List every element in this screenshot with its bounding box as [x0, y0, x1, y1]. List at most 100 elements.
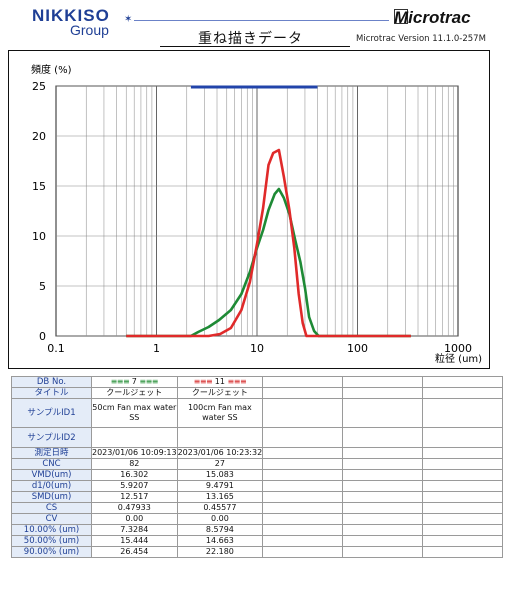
value-cell: 8.5794: [176, 524, 264, 536]
y-tick-label: 25: [32, 80, 46, 93]
empty-cell: [422, 469, 504, 481]
title-underline: [160, 46, 350, 47]
empty-cell: [342, 502, 424, 514]
value-cell: 50cm Fan max water SS: [91, 398, 178, 428]
empty-cell: [262, 376, 344, 388]
empty-cell: [262, 469, 344, 481]
value-cell: 12.517: [91, 491, 178, 503]
value-cell: 0.00: [176, 513, 264, 525]
value-cell: 16.302: [91, 469, 178, 481]
empty-cell: [262, 524, 344, 536]
value-cell: クールジェット: [91, 387, 178, 399]
y-tick-label: 5: [39, 280, 46, 293]
empty-cell: [422, 458, 504, 470]
row-label: タイトル: [11, 387, 92, 399]
table-row: 測定日時 2023/01/06 10:09:13 2023/01/06 10:23:…: [11, 447, 504, 459]
empty-cell: [262, 398, 344, 428]
empty-cell: [342, 458, 424, 470]
microtrac-m-icon: [394, 9, 408, 24]
table-row: サンプルID1 50cm Fan max water SS 100cm Fan ma…: [11, 398, 504, 428]
row-label: 90.00% (um): [11, 546, 92, 558]
x-axis-label: 粒径 (um): [435, 352, 482, 365]
value-cell: 14.663: [176, 535, 264, 547]
table-row: d1/0(um) 5.9207 9.4791: [11, 480, 504, 492]
row-label: d1/0(um): [11, 480, 92, 492]
empty-cell: [262, 458, 344, 470]
value-cell: 2023/01/06 10:09:13: [91, 447, 178, 459]
empty-cell: [422, 387, 504, 399]
table-row: SMD(um) 12.517 13.165: [11, 491, 504, 503]
empty-cell: [262, 513, 344, 525]
value-cell: 100cm Fan max water SS: [176, 398, 264, 428]
value-cell: 9.4791: [176, 480, 264, 492]
value-cell: 15.444: [91, 535, 178, 547]
y-tick-label: 20: [32, 130, 46, 143]
empty-cell: [422, 427, 504, 448]
particle-size-chart: 頻度 (%) 粒径 (um) 0 5 10 15 20 25 0.1 1 10 100 1000: [31, 63, 482, 365]
x-tick-label: 1: [153, 342, 160, 355]
table-row: CS 0.47933 0.45577: [11, 502, 504, 514]
value-cell: 82: [91, 458, 178, 470]
empty-cell: [422, 535, 504, 547]
value-cell: [176, 427, 264, 448]
empty-cell: [342, 535, 424, 547]
row-label: 50.00% (um): [11, 535, 92, 547]
report-header: NIKKISO Group ✶ Microtrac 重ね描きデータ Microt…: [0, 0, 507, 48]
value-cell: [91, 427, 178, 448]
empty-cell: [262, 502, 344, 514]
page-title: 重ね描きデータ: [198, 31, 303, 47]
y-tick-label: 0: [39, 330, 46, 343]
group-logo-text: Group: [70, 22, 109, 38]
db-number-cell: ≡≡≡ 11 ≡≡≡: [176, 376, 264, 388]
empty-cell: [262, 480, 344, 492]
table-row: 90.00% (um) 26.454 22.180: [11, 546, 504, 558]
empty-cell: [262, 546, 344, 558]
value-cell: 2023/01/06 10:23:32: [176, 447, 264, 459]
row-label: サンプルID2: [11, 427, 92, 448]
microtrac-logo: Microtrac: [394, 8, 471, 27]
empty-cell: [262, 447, 344, 459]
value-cell: 0.47933: [91, 502, 178, 514]
empty-cell: [342, 480, 424, 492]
series-line-2: [126, 148, 411, 338]
x-tick-label: 10: [250, 342, 264, 355]
empty-cell: [342, 513, 424, 525]
empty-cell: [342, 524, 424, 536]
db-number-cell: ≡≡≡ 7 ≡≡≡: [91, 376, 178, 388]
y-tick-label: 15: [32, 180, 46, 193]
row-label: VMD(um): [11, 469, 92, 481]
value-cell: 0.00: [91, 513, 178, 525]
value-cell: 15.083: [176, 469, 264, 481]
series-line-1: [126, 187, 411, 338]
empty-cell: [422, 447, 504, 459]
y-tick-label: 10: [32, 230, 46, 243]
table-row: 50.00% (um) 15.444 14.663: [11, 535, 504, 547]
nikkiso-logo: NIKKISO: [32, 6, 110, 25]
table-row: 10.00% (um) 7.3284 8.5794: [11, 524, 504, 536]
version-label: Microtrac Version 11.1.0-257M: [356, 34, 486, 44]
empty-cell: [342, 398, 424, 428]
x-tick-label: 100: [347, 342, 368, 355]
empty-cell: [422, 491, 504, 503]
row-label: 10.00% (um): [11, 524, 92, 536]
empty-cell: [342, 469, 424, 481]
header-divider: [134, 20, 389, 21]
value-cell: クールジェット: [176, 387, 264, 399]
empty-cell: [342, 491, 424, 503]
value-cell: 13.165: [176, 491, 264, 503]
x-tick-label: 0.1: [47, 342, 65, 355]
results-table: DB No. ≡≡≡ 7 ≡≡≡ ≡≡≡ 11 ≡≡≡ タイトル クールジェット クールジ…: [11, 376, 504, 558]
row-label: サンプルID1: [11, 398, 92, 428]
row-label: CS: [11, 502, 92, 514]
chart-frame: 頻度 (%) 粒径 (um) 0 5 10 15 20 25 0.1 1 10 100 1000: [8, 50, 490, 369]
empty-cell: [422, 546, 504, 558]
table-row: CNC 82 27: [11, 458, 504, 470]
empty-cell: [422, 376, 504, 388]
x-tick-label: 1000: [444, 342, 472, 355]
empty-cell: [262, 491, 344, 503]
empty-cell: [342, 376, 424, 388]
value-cell: 27: [176, 458, 264, 470]
value-cell: 5.9207: [91, 480, 178, 492]
empty-cell: [342, 427, 424, 448]
table-row: CV 0.00 0.00: [11, 513, 504, 525]
